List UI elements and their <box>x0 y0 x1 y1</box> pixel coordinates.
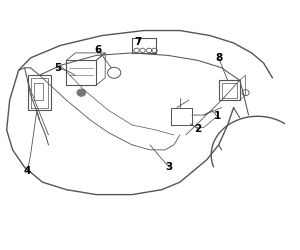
Circle shape <box>77 89 86 96</box>
Text: 2: 2 <box>194 124 201 134</box>
Text: 3: 3 <box>166 162 173 172</box>
Text: 7: 7 <box>134 37 142 47</box>
Text: 4: 4 <box>24 166 31 176</box>
Text: 5: 5 <box>54 63 61 73</box>
Text: 1: 1 <box>214 111 221 121</box>
Text: 6: 6 <box>94 46 101 56</box>
Text: 8: 8 <box>215 53 222 63</box>
